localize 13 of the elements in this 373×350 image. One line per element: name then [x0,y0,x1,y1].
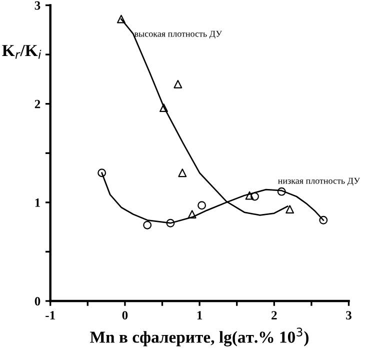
x-tick-label: -1 [46,311,55,320]
annotation: высокая плотность ДУ [134,30,222,39]
y-tick-label: 2 [34,100,40,108]
y-tick-label: 0 [34,297,40,306]
x-tick-label: 2 [272,311,277,320]
annotation: низкая плотность ДУ [278,178,360,186]
y-axis-title: K$_{r}$/K$_{i}$ [2,45,42,59]
x-tick-label: 1 [197,311,202,320]
y-tick-label: 3 [34,1,40,10]
y-tick-label: 1 [35,198,40,207]
x-axis-title: Mn в сфалерите, lg(ат.% 10$^{3}$) [90,328,308,346]
x-tick-label: 0 [122,311,128,320]
x-tick-label: 3 [346,311,352,320]
